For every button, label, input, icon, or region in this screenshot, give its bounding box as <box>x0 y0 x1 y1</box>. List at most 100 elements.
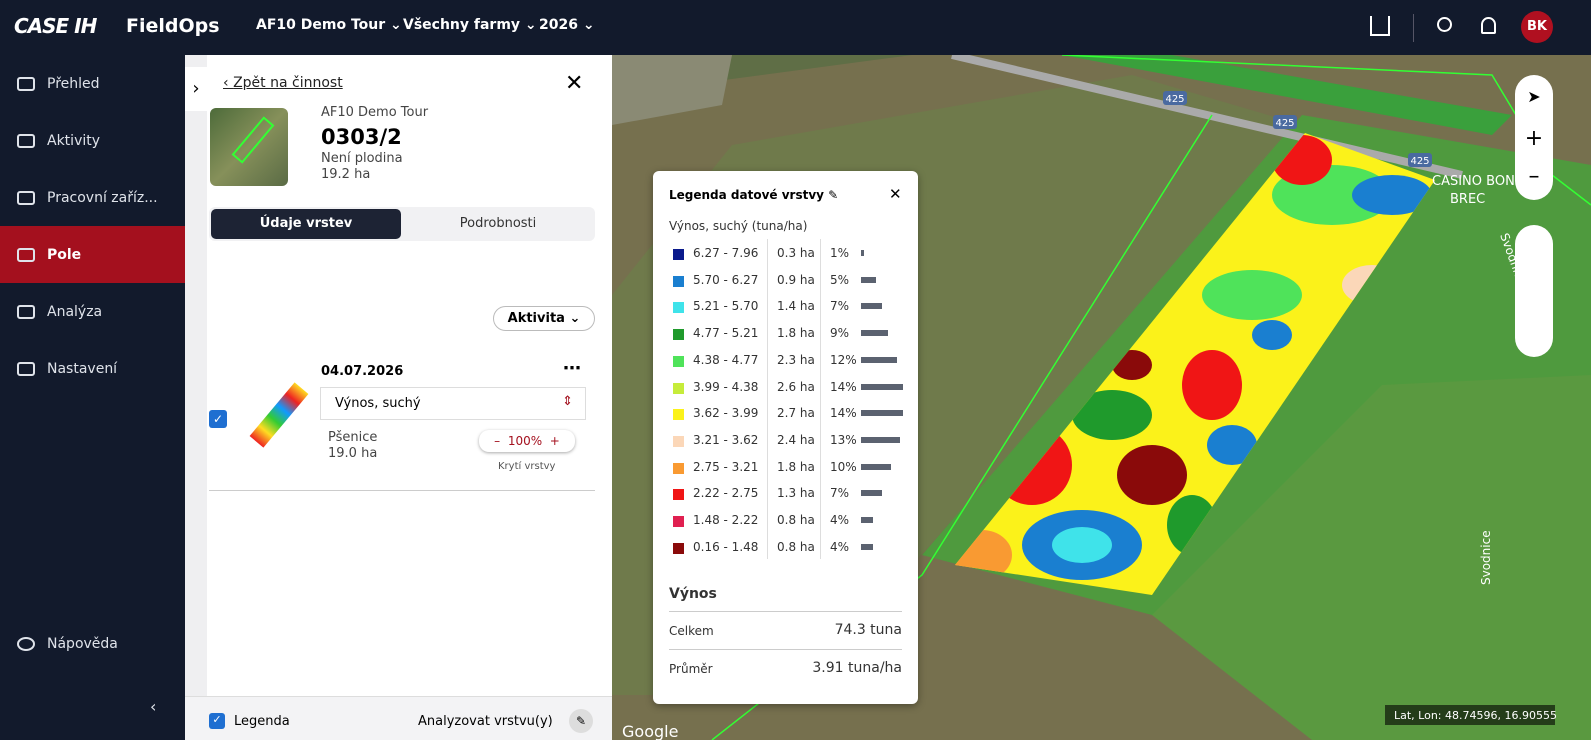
search-icon[interactable] <box>1437 17 1452 32</box>
map-controls <box>1515 75 1553 200</box>
range: 2.22 - 2.75 <box>693 486 759 501</box>
share: 7% <box>830 299 850 314</box>
bell-icon[interactable] <box>1481 17 1496 34</box>
nav-label: Aktivity <box>47 132 101 149</box>
summary-title: Výnos <box>669 586 717 602</box>
range: 6.27 - 7.96 <box>693 246 759 260</box>
swatch <box>673 302 684 314</box>
swatch <box>673 542 684 554</box>
attribution: Google <box>622 722 678 740</box>
road-sign <box>1163 91 1187 105</box>
nav-label: Nastavení <box>47 360 118 377</box>
checkbox[interactable]: ✓ <box>209 410 227 428</box>
nav-icon <box>17 636 35 651</box>
summary-divider <box>669 649 902 650</box>
brand[interactable]: CASE IH <box>14 14 97 38</box>
share-bar <box>861 436 900 443</box>
range: 5.70 - 6.27 <box>693 272 759 287</box>
nav-icon <box>17 361 35 376</box>
edit[interactable]: ✎ <box>569 709 593 733</box>
share: 5% <box>830 272 850 287</box>
nav-item[interactable]: Nápověda <box>0 615 185 672</box>
layer-controls <box>1515 225 1553 357</box>
menu[interactable]: 2026 ⌄ <box>539 17 595 33</box>
layer-select[interactable]: Výnos, suchý ⇕ <box>320 387 586 420</box>
tab[interactable]: Podrobnosti <box>459 216 537 231</box>
share-bar <box>861 463 891 470</box>
share: 12% <box>830 352 857 367</box>
swatch <box>673 249 684 260</box>
legend-subtitle: Výnos, suchý (tuna/ha) <box>669 219 808 233</box>
export-icon[interactable] <box>1370 16 1390 36</box>
range: 4.38 - 4.77 <box>693 352 759 367</box>
share: 13% <box>830 432 857 447</box>
opacity[interactable]: – 100% + <box>479 430 575 452</box>
menu[interactable]: Všechny farmy ⌄ <box>403 17 537 33</box>
analyze[interactable]: Analyzovat vrstvu(y) <box>418 714 553 729</box>
nav-icon <box>17 76 35 91</box>
back-link[interactable]: ‹ Zpět na činnost <box>223 75 343 91</box>
range: 1.48 - 2.22 <box>693 513 759 527</box>
layer-area: 19.0 ha <box>328 446 378 461</box>
area: 1.4 ha <box>777 299 815 314</box>
coords-box <box>1385 705 1555 725</box>
zoom-out[interactable]: – <box>1529 164 1540 189</box>
zoom-in[interactable]: + <box>1525 126 1543 151</box>
legend-row: 2.22 - 2.75 1.3 ha 7% <box>669 481 904 507</box>
legend-toggle: Legenda <box>234 714 290 729</box>
legend-row: 1.48 - 2.22 0.8 ha 4% <box>669 508 904 534</box>
avatar[interactable]: BK <box>1521 11 1553 43</box>
more[interactable]: ⋯ <box>563 358 581 379</box>
summary-label: Průměr <box>669 662 713 676</box>
nav-item[interactable]: Přehled <box>0 55 185 112</box>
locate[interactable]: ➤ <box>1527 87 1540 106</box>
share-bar <box>861 490 882 497</box>
road-number: 425 <box>1165 94 1184 105</box>
legend-row: 5.70 - 6.27 0.9 ha 5% <box>669 268 904 294</box>
area: 2.4 ha <box>777 432 815 447</box>
summary-label: Celkem <box>669 624 714 638</box>
road-sign <box>1408 153 1432 167</box>
area: 0.8 ha <box>777 513 815 527</box>
nav-label: Nápověda <box>47 635 118 652</box>
area: 19.2 ha <box>321 167 371 182</box>
share: 9% <box>830 326 850 341</box>
share-bar <box>861 303 882 310</box>
close[interactable]: ✕ <box>565 71 584 96</box>
share: 4% <box>830 513 850 527</box>
share-bar <box>861 543 873 550</box>
share: 10% <box>830 459 857 474</box>
nav-label: Přehled <box>47 75 100 92</box>
back-label: Zpět na činnost <box>233 75 343 91</box>
nav-item[interactable]: Analýza <box>0 283 185 340</box>
tabs: Údaje vrstev Podrobnosti <box>209 207 595 241</box>
share: 14% <box>830 379 857 394</box>
checkbox[interactable]: ✓ <box>209 713 225 729</box>
swatch <box>673 435 684 447</box>
legend-row: 4.77 - 5.21 1.8 ha 9% <box>669 321 904 347</box>
tab[interactable]: Údaje vrstev <box>211 209 401 239</box>
close[interactable]: ✕ <box>889 185 902 203</box>
divider <box>820 239 821 559</box>
area: 2.3 ha <box>777 352 815 367</box>
filter[interactable]: Aktivita ⌄ <box>493 306 595 331</box>
legend-row: 2.75 - 3.21 1.8 ha 10% <box>669 455 904 481</box>
legend-card: Legenda datové vrstvy ✎ ✕ Výnos, suchý (… <box>653 171 918 704</box>
filter-label: Aktivita <box>507 311 565 326</box>
menu[interactable]: AF10 Demo Tour ⌄ <box>256 17 402 33</box>
nav-item[interactable]: Nastavení <box>0 340 185 397</box>
area: 0.3 ha <box>777 246 815 260</box>
layer-select-label: Výnos, suchý <box>335 396 421 411</box>
layer-crop: Pšenice <box>328 430 378 445</box>
nav-item[interactable]: Pole <box>0 226 185 283</box>
nav-item[interactable]: Aktivity <box>0 112 185 169</box>
nav-item[interactable]: Pracovní zaříz... <box>0 169 185 226</box>
swatch <box>673 516 684 527</box>
expand-tab[interactable]: › <box>185 67 207 111</box>
collapse[interactable]: ‹ <box>150 697 157 716</box>
area: 2.7 ha <box>777 406 815 421</box>
road-number: 425 <box>1410 156 1429 167</box>
nav-label: Pracovní zaříz... <box>47 189 158 206</box>
share: 14% <box>830 406 857 421</box>
